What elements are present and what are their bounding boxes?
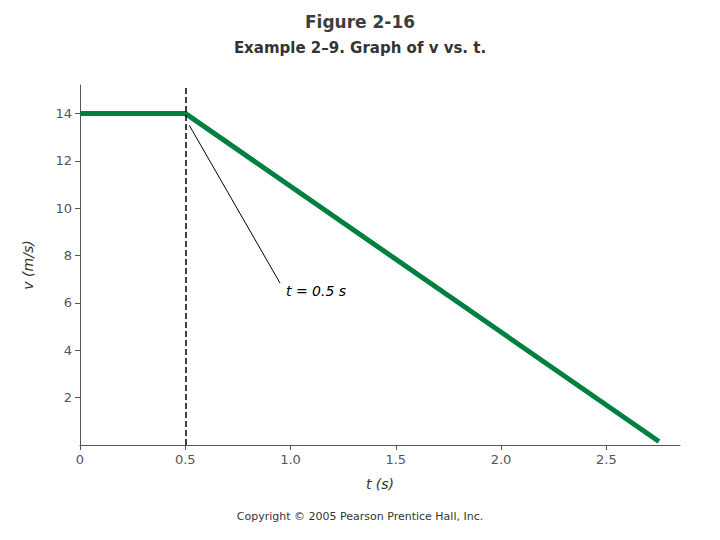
svg-text:4: 4 bbox=[64, 343, 72, 358]
svg-text:t = 0.5 s: t = 0.5 s bbox=[286, 283, 346, 299]
svg-text:v (m/s): v (m/s) bbox=[20, 240, 36, 289]
svg-text:Example 2–9. Graph of v vs. t.: Example 2–9. Graph of v vs. t. bbox=[234, 39, 486, 57]
svg-text:14: 14 bbox=[55, 106, 72, 121]
svg-text:12: 12 bbox=[55, 153, 72, 168]
svg-text:2.0: 2.0 bbox=[491, 452, 512, 467]
svg-text:2.5: 2.5 bbox=[596, 452, 617, 467]
svg-text:6: 6 bbox=[64, 295, 72, 310]
svg-text:Copyright © 2005 Pearson Prent: Copyright © 2005 Pearson Prentice Hall, … bbox=[237, 510, 483, 523]
svg-text:10: 10 bbox=[55, 201, 72, 216]
svg-text:Figure 2-16: Figure 2-16 bbox=[305, 12, 415, 32]
svg-text:t (s): t (s) bbox=[366, 476, 394, 492]
svg-text:0: 0 bbox=[76, 452, 84, 467]
svg-text:8: 8 bbox=[64, 248, 72, 263]
svg-text:0.5: 0.5 bbox=[175, 452, 196, 467]
svg-text:2: 2 bbox=[64, 390, 72, 405]
svg-text:1.0: 1.0 bbox=[280, 452, 301, 467]
svg-text:1.5: 1.5 bbox=[385, 452, 406, 467]
